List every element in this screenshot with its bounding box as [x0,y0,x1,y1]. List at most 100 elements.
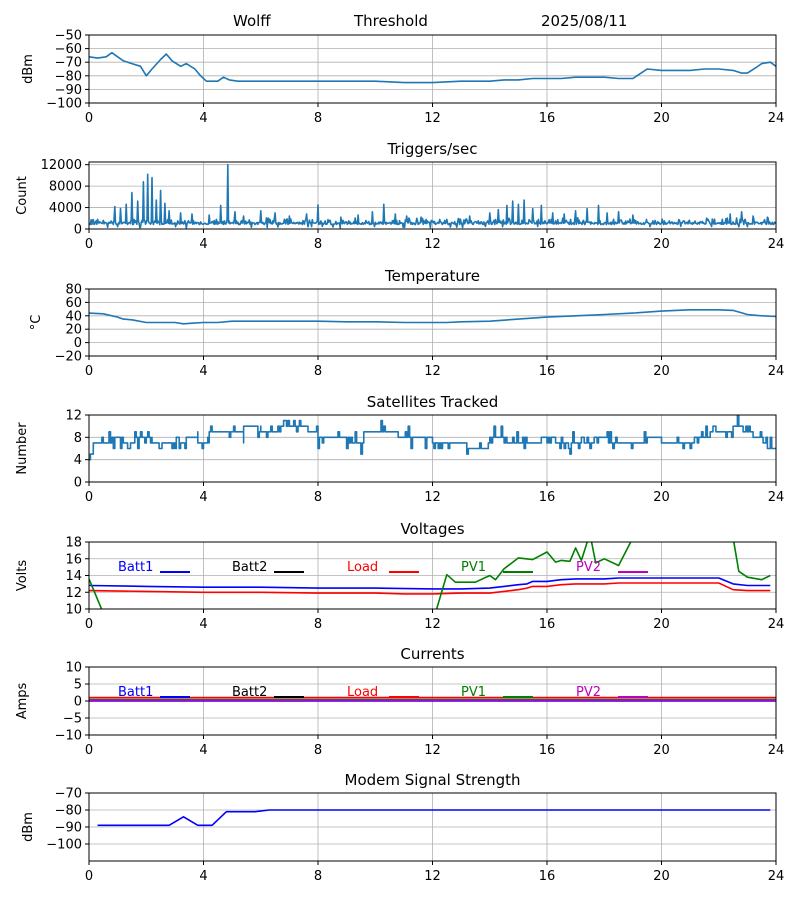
series-line-pv1 [89,542,771,609]
x-tick-label: 16 [539,364,556,379]
x-tick-label: 4 [199,237,207,252]
y-tick-label: 12 [65,586,82,601]
y-tick-label: 12 [65,409,82,424]
y-tick-label: 14 [65,569,82,584]
y-tick-label: −20 [55,350,82,365]
x-tick-label: 8 [314,869,322,884]
series-group [97,809,771,827]
legend-label-pv1: PV1 [461,685,486,700]
x-tick-label: 4 [199,364,207,379]
series-group [89,415,776,461]
y-tick-label: −80 [55,804,82,819]
x-tick-label: 20 [653,490,670,505]
legend-label-load: Load [347,560,378,575]
y-tick-label: 12000 [41,158,82,173]
legend-label-batt2: Batt2 [232,685,267,700]
series-line-load [89,582,771,595]
y-tick-label: 0 [74,336,82,351]
x-tick-label: 16 [539,111,556,126]
y-tick-label: 10 [65,603,82,618]
chart-satellites: 0 4 8 12 16 20 24 0 4 8 12 Satellites Tracked Number [15,393,784,505]
chart-title: Modem Signal Strength [345,771,521,789]
y-tick-label: −90 [55,821,82,836]
legend-label-batt1: Batt1 [118,560,153,575]
x-tick-label: 4 [199,869,207,884]
chart-triggers: 0 4 8 12 16 20 24 0 4000 8000 12000 Triggers/sec Cou… [15,140,784,252]
x-tick-label: 8 [314,237,322,252]
x-tick-label: 20 [653,617,670,632]
x-tick-label: 8 [314,617,322,632]
series-line-triggers [89,163,776,229]
y-tick-label: 0 [74,695,82,710]
x-tick-label: 8 [314,364,322,379]
y-axis-label: Number [15,422,30,475]
y-tick-label: 40 [65,309,82,324]
x-tick-label: 0 [85,490,93,505]
y-tick-label: −5 [63,712,82,727]
x-tick-label: 20 [653,364,670,379]
x-tick-label: 16 [539,237,556,252]
legend-label-pv1: PV1 [461,560,486,575]
y-tick-label: 16 [65,552,82,567]
y-axis-label: Count [15,176,30,215]
series-line-modem [97,809,771,827]
y-tick-label: −100 [46,97,82,112]
y-tick-label: 0 [74,476,82,491]
y-tick-label: −60 [55,42,82,57]
y-axis-label: Volts [15,560,30,592]
chart-title: Triggers/sec [387,140,478,158]
x-tick-label: 24 [768,237,785,252]
y-tick-label: 5 [74,678,82,693]
y-axis-label: dBm [21,812,36,842]
x-tick-label: 20 [653,743,670,758]
x-tick-label: 12 [424,743,441,758]
x-tick-label: 0 [85,237,93,252]
x-tick-label: 16 [539,743,556,758]
series-line-batt1 [89,577,771,590]
series-line-satellites [89,415,776,461]
x-tick-label: 12 [424,869,441,884]
chart-modem: 0 4 8 12 16 20 24 −100 −90 −80 −70 Modem Signal Str… [21,771,784,884]
y-tick-label: 18 [65,536,82,551]
chart-rssi: 0 4 8 12 16 20 24 −100−90−80−70−60−50 dBm [21,29,784,127]
y-tick-label: −70 [55,56,82,71]
y-tick-label: 10 [65,661,82,676]
x-tick-label: 8 [314,490,322,505]
legend-label-batt1: Batt1 [118,685,153,700]
y-tick-label: 4 [74,453,82,468]
x-tick-label: 0 [85,743,93,758]
x-tick-label: 24 [768,364,785,379]
x-tick-label: 24 [768,490,785,505]
chart-title: Temperature [384,267,480,285]
x-tick-label: 24 [768,111,785,126]
x-tick-label: 4 [199,617,207,632]
y-tick-label: 80 [65,283,82,298]
y-tick-label: −80 [55,69,82,84]
x-tick-label: 4 [199,490,207,505]
chart-title: Voltages [400,520,464,538]
y-tick-label: 8 [74,431,82,446]
legend-label-pv2: PV2 [576,560,601,575]
series-line-temperature [89,309,776,325]
x-tick-label: 0 [85,111,93,126]
y-tick-label: 0 [74,223,82,238]
x-tick-label: 0 [85,617,93,632]
x-tick-label: 24 [768,617,785,632]
y-tick-label: 20 [65,323,82,338]
y-axis-label: dBm [21,54,36,84]
x-tick-label: 8 [314,743,322,758]
x-tick-label: 12 [424,490,441,505]
legend-label-pv2: PV2 [576,685,601,700]
x-tick-label: 20 [653,237,670,252]
legend-label-batt2: Batt2 [232,560,267,575]
series-group [89,696,776,702]
x-tick-label: 12 [424,111,441,126]
y-tick-label: 4000 [49,201,82,216]
x-tick-label: 24 [768,743,785,758]
y-tick-label: −50 [55,29,82,44]
series-group [89,51,776,84]
x-tick-label: 20 [653,111,670,126]
y-tick-label: −100 [46,838,82,853]
